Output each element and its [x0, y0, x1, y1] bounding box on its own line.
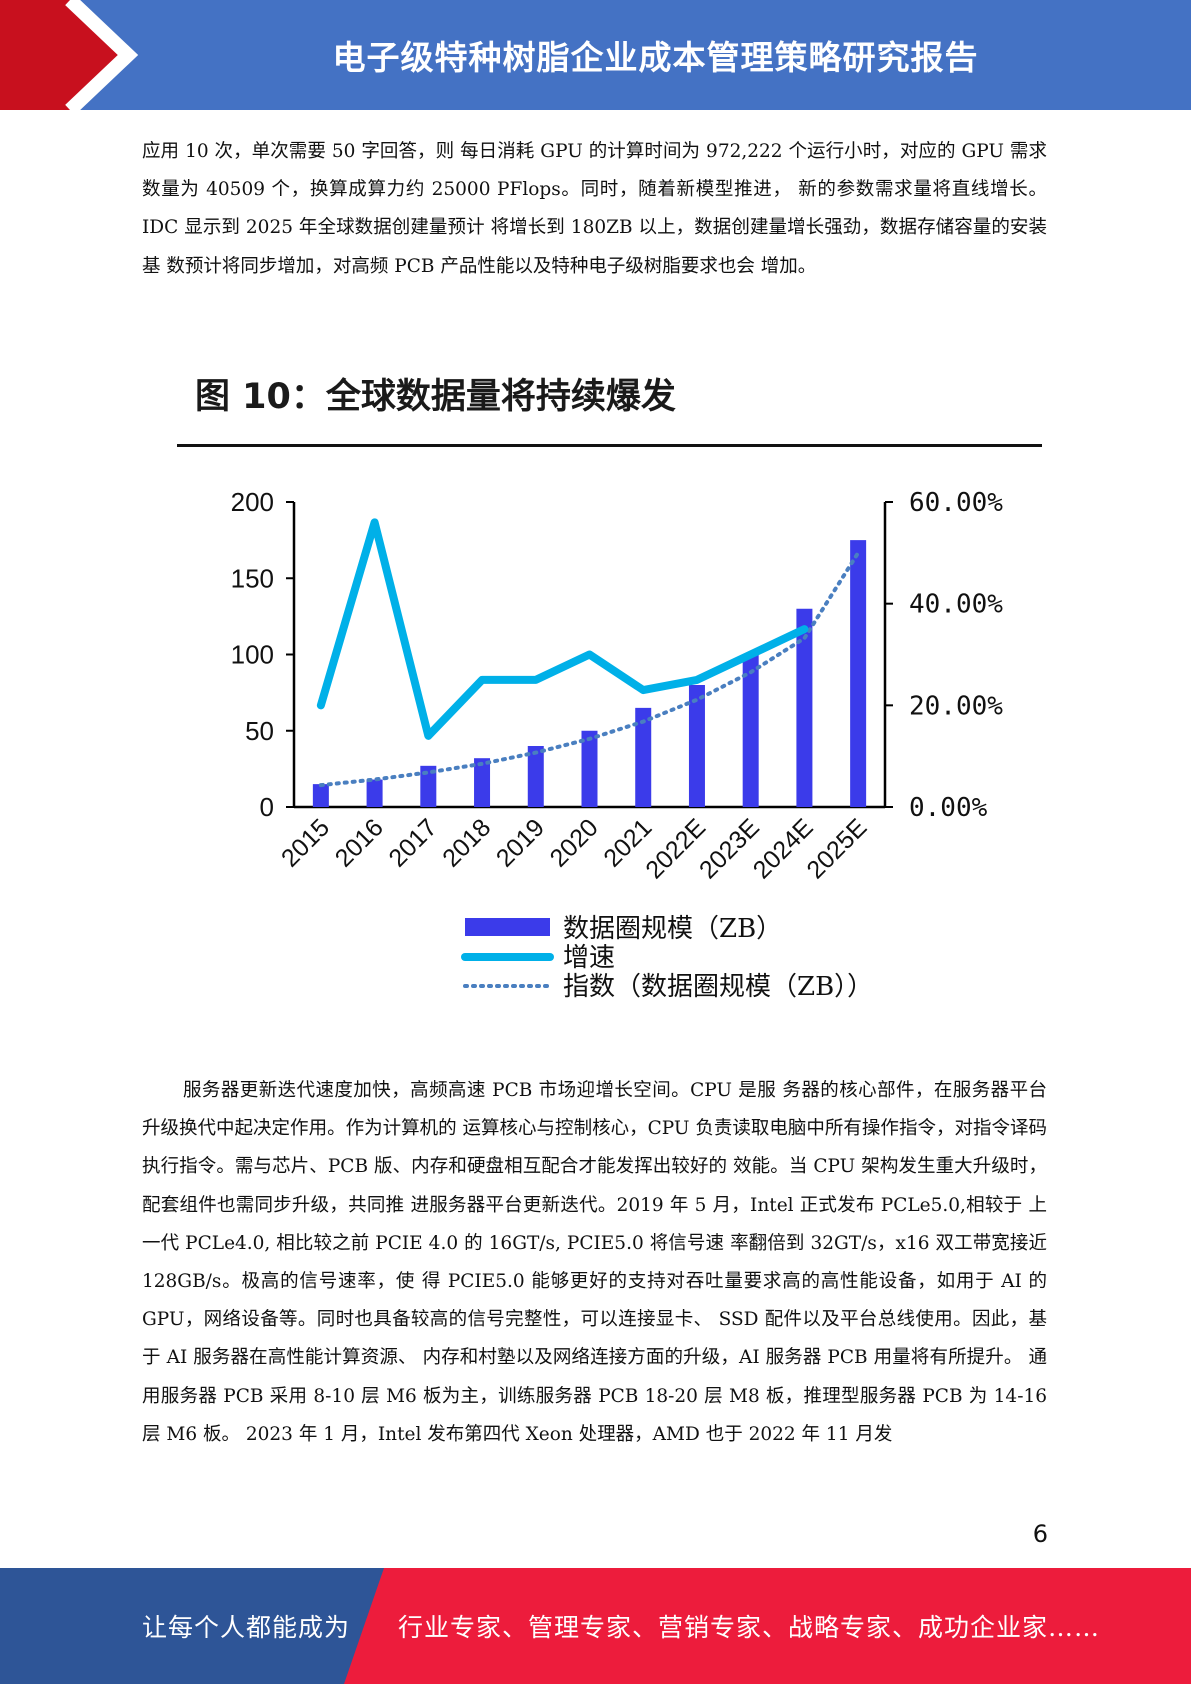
bar-2018 [474, 758, 491, 807]
x-axis-tick-label: 2022E [640, 813, 711, 884]
page-header: 电子级特种树脂企业成本管理策略研究报告 [0, 0, 1191, 110]
bar-2024E [796, 608, 813, 807]
right-axis-tick-label: 0.00% [909, 793, 988, 823]
growth-rate-line [316, 518, 809, 740]
x-axis-tick-label: 2018 [437, 813, 496, 872]
footer-slogan-left: 让每个人都能成为 [142, 1613, 351, 1642]
right-axis-tick-label: 40.00% [909, 590, 1003, 620]
bar-2025E [850, 540, 867, 807]
index-trend-line [318, 550, 861, 788]
bar-2015 [312, 784, 329, 807]
body-paragraph-2: 服务器更新迭代速度加快，高频高速 PCB 市场迎增长空间。CPU 是服 务器的核… [142, 1080, 1047, 1445]
x-axis-tick-label: 2023E [694, 813, 765, 884]
page-number: 6 [1032, 1520, 1048, 1548]
x-axis-tick-label: 2019 [491, 813, 550, 872]
bar-2019 [527, 746, 544, 807]
figure-title-rule [177, 444, 1042, 447]
footer-banner-graphic [0, 1568, 1191, 1684]
report-title: 电子级特种树脂企业成本管理策略研究报告 [332, 38, 979, 77]
left-axis-tick-label: 50 [245, 716, 274, 746]
legend-label-growth: 增速 [563, 943, 615, 973]
figure-title: 图 10：全球数据量将持续爆发 [195, 377, 676, 417]
bar-2017 [420, 765, 437, 807]
left-axis-tick-label: 100 [231, 640, 274, 670]
right-axis-tick-label: 60.00% [909, 488, 1003, 518]
legend-label-bars: 数据圈规模（ZB） [563, 914, 782, 944]
bar-2016 [366, 779, 383, 807]
legend-swatch-bars [465, 918, 550, 936]
footer-slogan-right: 行业专家、管理专家、营销专家、战略专家、成功企业家…… [398, 1613, 1101, 1642]
x-axis-tick-label: 2024E [748, 813, 819, 884]
bar-2023E [742, 654, 759, 807]
data-sphere-chart: 0501001502000.00%20.00%40.00%60.00%20152… [231, 487, 1004, 1002]
x-axis-tick-label: 2017 [383, 813, 442, 872]
legend-label-index: 指数（数据圈规模（ZB）） [563, 972, 873, 1002]
bar-2022E [688, 685, 705, 807]
bar-2021 [635, 707, 652, 807]
x-axis-tick-label: 2015 [276, 813, 335, 872]
x-axis-tick-label: 2016 [330, 813, 389, 872]
left-axis-tick-label: 0 [260, 792, 274, 822]
bar-2020 [581, 730, 598, 807]
x-axis-tick-label: 2020 [545, 813, 604, 872]
left-axis-tick-label: 200 [231, 487, 274, 517]
right-axis-tick-label: 20.00% [909, 691, 1003, 721]
left-axis-tick-label: 150 [231, 563, 274, 593]
x-axis-tick-label: 2025E [801, 813, 872, 884]
body-paragraph-1: 应用 10 次，单次需要 50 字回答，则 每日消耗 GPU 的计算时间为 97… [142, 141, 1047, 277]
header-banner-graphic [0, 0, 1191, 110]
page-footer: 让每个人都能成为 行业专家、管理专家、营销专家、战略专家、成功企业家…… [0, 1568, 1191, 1684]
